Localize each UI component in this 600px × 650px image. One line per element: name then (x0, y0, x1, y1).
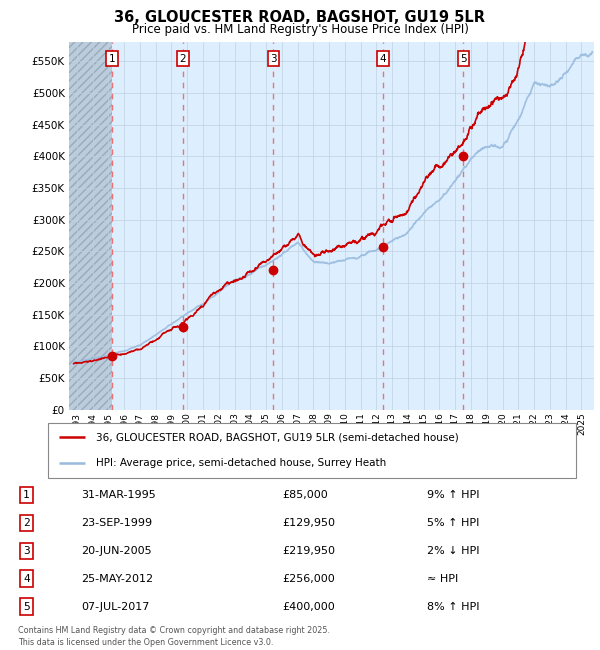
Text: 4: 4 (379, 54, 386, 64)
Text: 25-MAY-2012: 25-MAY-2012 (81, 574, 153, 584)
Text: £256,000: £256,000 (283, 574, 335, 584)
Text: 4: 4 (23, 574, 30, 584)
Text: 1: 1 (23, 490, 30, 500)
Text: 2: 2 (179, 54, 186, 64)
Text: 5: 5 (460, 54, 467, 64)
Text: 1: 1 (109, 54, 116, 64)
Text: Price paid vs. HM Land Registry's House Price Index (HPI): Price paid vs. HM Land Registry's House … (131, 23, 469, 36)
Text: 5% ↑ HPI: 5% ↑ HPI (427, 518, 479, 528)
Text: ≈ HPI: ≈ HPI (427, 574, 458, 584)
Text: 36, GLOUCESTER ROAD, BAGSHOT, GU19 5LR (semi-detached house): 36, GLOUCESTER ROAD, BAGSHOT, GU19 5LR (… (95, 432, 458, 443)
Text: 3: 3 (270, 54, 277, 64)
Text: 8% ↑ HPI: 8% ↑ HPI (427, 602, 479, 612)
Text: £400,000: £400,000 (283, 602, 335, 612)
Text: Contains HM Land Registry data © Crown copyright and database right 2025.
This d: Contains HM Land Registry data © Crown c… (18, 626, 330, 647)
Text: 20-JUN-2005: 20-JUN-2005 (81, 546, 152, 556)
Text: 31-MAR-1995: 31-MAR-1995 (81, 490, 156, 500)
Text: HPI: Average price, semi-detached house, Surrey Heath: HPI: Average price, semi-detached house,… (95, 458, 386, 468)
Text: £85,000: £85,000 (283, 490, 328, 500)
Text: £219,950: £219,950 (283, 546, 336, 556)
Text: 07-JUL-2017: 07-JUL-2017 (81, 602, 149, 612)
Text: 2% ↓ HPI: 2% ↓ HPI (427, 546, 479, 556)
Text: 36, GLOUCESTER ROAD, BAGSHOT, GU19 5LR: 36, GLOUCESTER ROAD, BAGSHOT, GU19 5LR (115, 10, 485, 25)
Text: £129,950: £129,950 (283, 518, 336, 528)
Bar (69, 42, 112, 409)
Text: 23-SEP-1999: 23-SEP-1999 (81, 518, 152, 528)
Text: 5: 5 (23, 602, 30, 612)
Text: 3: 3 (23, 546, 30, 556)
FancyBboxPatch shape (48, 422, 576, 478)
Bar (69, 42, 112, 409)
Text: 2: 2 (23, 518, 30, 528)
Text: 9% ↑ HPI: 9% ↑ HPI (427, 490, 479, 500)
